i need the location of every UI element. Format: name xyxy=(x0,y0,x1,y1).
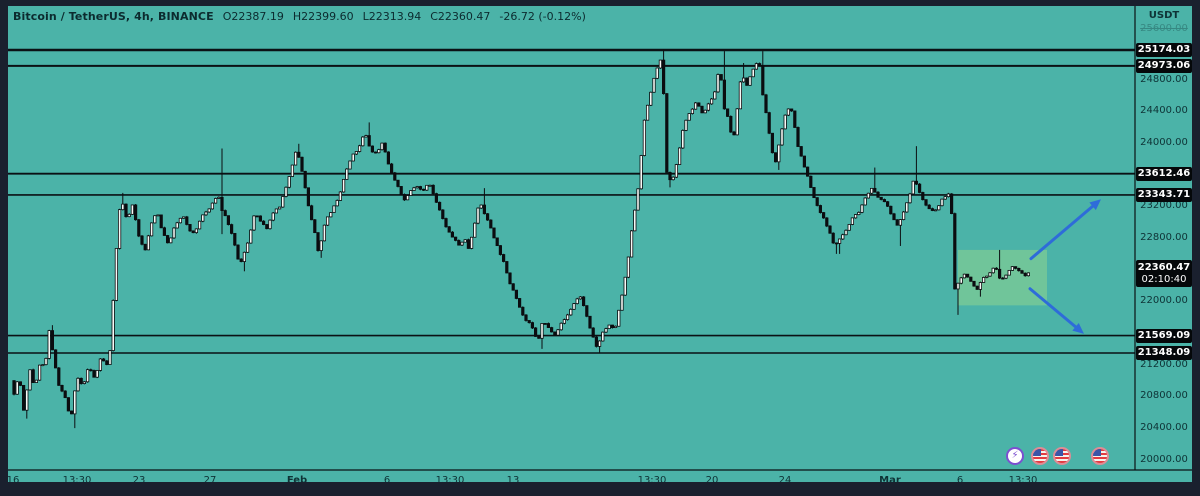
time-tick-label: 6 xyxy=(956,475,964,482)
lightning-reaction-icon[interactable]: ⚡ xyxy=(1006,447,1024,465)
time-tick-label: Feb xyxy=(286,475,308,482)
price-tick-label: 24800.00 xyxy=(1140,73,1188,85)
quote-currency-label: USDT xyxy=(1148,10,1180,21)
trend-arrow-up[interactable] xyxy=(1029,199,1101,261)
us-flag-reaction-icon[interactable] xyxy=(1091,447,1109,465)
ohlc-high: H22399.60 xyxy=(292,10,354,23)
current-price-badge: 22360.47 02:10:40 xyxy=(1136,259,1192,287)
symbol-title: Bitcoin / TetherUS, 4h, BINANCE xyxy=(13,10,214,23)
candles-layer xyxy=(12,49,1031,429)
symbol-legend: Bitcoin / TetherUS, 4h, BINANCE O22387.1… xyxy=(13,10,586,23)
price-level-badge: 24973.06 xyxy=(1136,58,1192,73)
price-tick-label: 22000.00 xyxy=(1140,295,1188,307)
time-tick-label: 13:30 xyxy=(1008,475,1038,482)
trend-arrow-down[interactable] xyxy=(1028,287,1084,334)
us-flag-reaction-icon[interactable] xyxy=(1031,447,1049,465)
price-tick-label: 20000.00 xyxy=(1140,453,1188,465)
ohlc-low: L22313.94 xyxy=(362,10,422,23)
time-tick-label: 13:30 xyxy=(62,475,92,482)
price-level-badge: 23612.46 xyxy=(1136,166,1192,181)
time-tick-label: 20 xyxy=(705,475,719,482)
us-flag-reaction-icon[interactable] xyxy=(1053,447,1071,465)
time-tick-label: 23 xyxy=(132,475,146,482)
price-tick-label: 20400.00 xyxy=(1140,422,1188,434)
current-price-value: 22360.47 xyxy=(1137,261,1191,273)
time-tick-label: 13:30 xyxy=(637,475,667,482)
ohlc-open: O22387.19 xyxy=(222,10,284,23)
time-tick-label: Mar xyxy=(879,475,901,482)
price-chart-surface[interactable] xyxy=(8,6,1192,482)
price-tick-label: 21200.00 xyxy=(1140,358,1188,370)
price-level-badge: 21348.09 xyxy=(1136,346,1192,361)
chart-canvas[interactable]: Bitcoin / TetherUS, 4h, BINANCE O22387.1… xyxy=(8,6,1192,482)
price-tick-label: 24000.00 xyxy=(1140,136,1188,148)
time-tick-label: 6 xyxy=(383,475,391,482)
horizontal-level-lines xyxy=(8,48,1135,354)
faded-price-tick: 25600.00 xyxy=(1140,23,1188,34)
price-level-badge: 25174.03 xyxy=(1136,43,1192,57)
price-tick-label: 22800.00 xyxy=(1140,232,1188,244)
price-level-badge: 21569.09 xyxy=(1136,328,1192,343)
price-tick-label: 24400.00 xyxy=(1140,105,1188,117)
axis-separator-lines xyxy=(8,6,1192,471)
time-tick-label: 24 xyxy=(778,475,792,482)
time-tick-label: 13 xyxy=(506,475,520,482)
price-tick-label: 23200.00 xyxy=(1140,200,1188,212)
trend-arrows-layer[interactable] xyxy=(1028,199,1101,334)
time-tick-label: 13:30 xyxy=(435,475,465,482)
ohlc-close: C22360.47 xyxy=(430,10,491,23)
time-tick-label: 16 xyxy=(8,475,20,482)
bar-countdown: 02:10:40 xyxy=(1141,273,1187,285)
ohlc-change: -26.72 (-0.12%) xyxy=(499,10,586,23)
price-tick-label: 20800.00 xyxy=(1140,390,1188,402)
price-level-badge: 23343.71 xyxy=(1136,187,1192,202)
time-tick-label: 27 xyxy=(203,475,217,482)
